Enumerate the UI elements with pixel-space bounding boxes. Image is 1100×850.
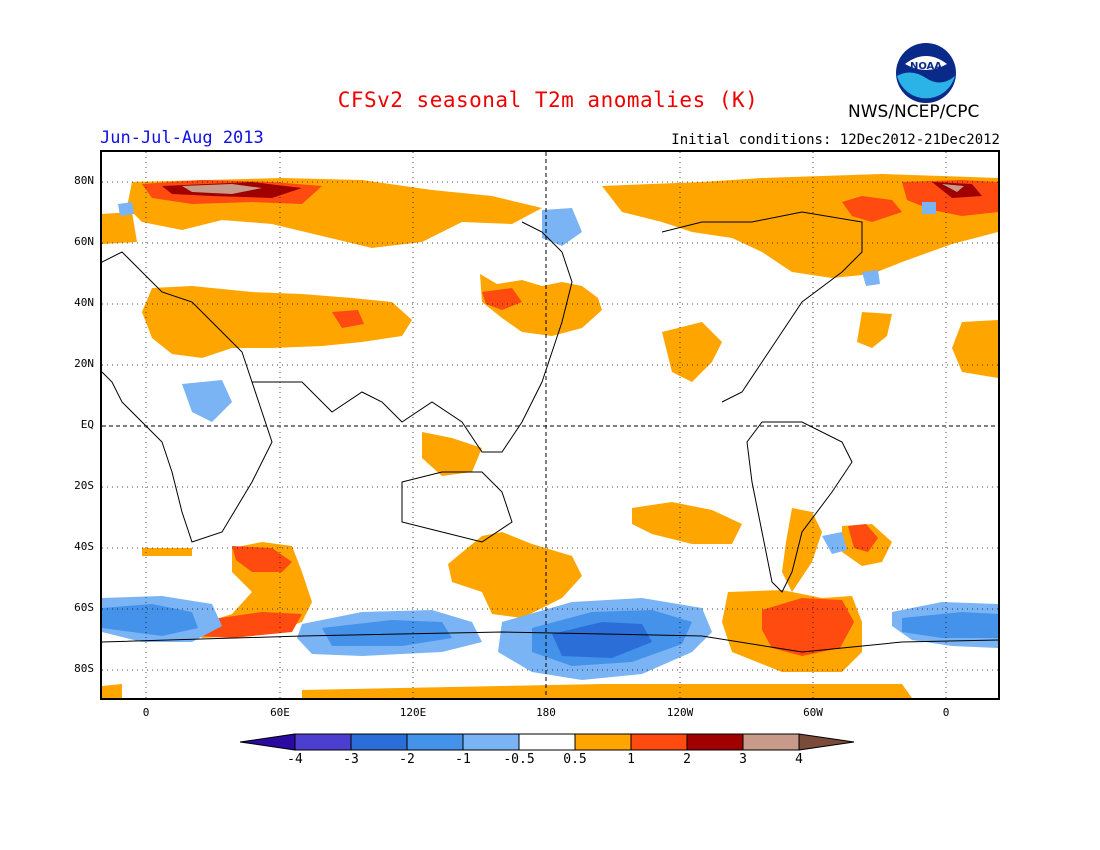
colorbar [239, 733, 862, 755]
colorbar-swatch [239, 733, 296, 751]
lat-label: EQ [80, 418, 94, 431]
lat-label: 40S [74, 540, 94, 553]
colorbar-swatch [686, 733, 744, 751]
lon-label: 120E [399, 706, 427, 719]
colorbar-swatch [518, 733, 576, 751]
colorbar-tick-label: -1 [455, 752, 471, 767]
lat-label: 20N [74, 357, 94, 370]
lon-label: 120W [666, 706, 694, 719]
colorbar-swatch [294, 733, 352, 751]
colorbar-swatch [574, 733, 632, 751]
colorbar-swatch [798, 733, 855, 751]
colorbar-tick-label: -3 [343, 752, 359, 767]
grid-lines [102, 152, 998, 698]
colorbar-tick-label: -4 [287, 752, 303, 767]
coastlines [102, 211, 998, 653]
lat-label: 40N [74, 296, 94, 309]
lat-label: 80N [74, 174, 94, 187]
map-title: CFSv2 seasonal T2m anomalies (K) [337, 88, 759, 112]
colorbar-tick-label: 4 [795, 752, 803, 767]
equator-dateline [102, 152, 998, 698]
lon-label: 60E [270, 706, 290, 719]
colorbar-swatch [742, 733, 800, 751]
colorbar-tick-label: 1 [627, 752, 635, 767]
lon-label: 180 [536, 706, 556, 719]
colorbar-tick-label: 0.5 [563, 752, 587, 767]
extreme-warm-anomaly-regions [182, 184, 964, 194]
noaa-logo-icon: NOAA [896, 43, 956, 103]
map-panel [100, 150, 1000, 700]
lon-label: 0 [142, 706, 150, 719]
colorbar-tick-label: -2 [399, 752, 415, 767]
colorbar-swatches [239, 733, 855, 751]
strong-cold-anomaly-regions [552, 622, 652, 658]
season-label: Jun-Jul-Aug 2013 [100, 128, 264, 148]
lon-label: 0 [942, 706, 950, 719]
colorbar-swatch [350, 733, 408, 751]
lon-label: 60W [803, 706, 823, 719]
anomaly-map [102, 152, 998, 698]
lat-label: 20S [74, 479, 94, 492]
colorbar-swatch [406, 733, 464, 751]
colorbar-swatch [462, 733, 520, 751]
lat-label: 80S [74, 662, 94, 675]
colorbar-swatch [630, 733, 688, 751]
initial-conditions-label: Initial conditions: 12Dec2012-21Dec2012 [671, 132, 1000, 148]
lat-label: 60N [74, 235, 94, 248]
colorbar-tick-label: -0.5 [503, 752, 535, 767]
lat-label: 60S [74, 601, 94, 614]
agency-label: NWS/NCEP/CPC [848, 102, 980, 122]
colorbar-tick-label: 2 [683, 752, 691, 767]
colorbar-tick-label: 3 [739, 752, 747, 767]
svg-text:NOAA: NOAA [910, 61, 942, 72]
cold-anomaly-regions [102, 202, 998, 680]
